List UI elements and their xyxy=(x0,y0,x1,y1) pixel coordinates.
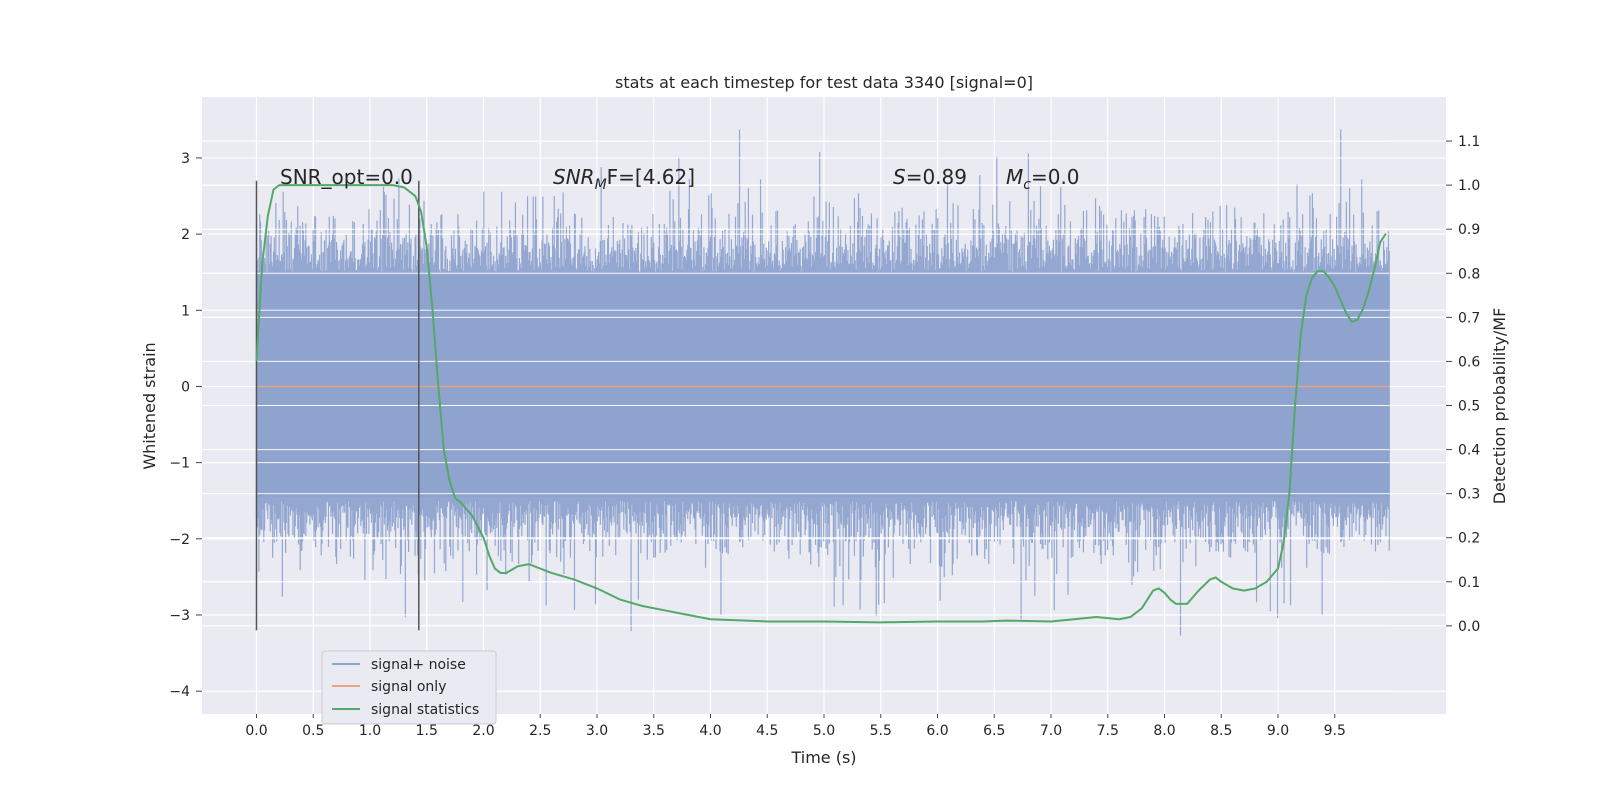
y2-tick-label: 0.1 xyxy=(1458,575,1480,591)
marker-lines xyxy=(255,180,420,631)
legend-label-signal-only: signal only xyxy=(371,679,446,695)
x-tick-label: 1.5 xyxy=(416,723,438,739)
y-tick-labels: 3 2 1 0 −1 −2 −3 −4 xyxy=(169,151,202,700)
legend: signal+ noise signal only signal statist… xyxy=(321,650,497,725)
s-value: =0.89 xyxy=(906,165,967,189)
snr-mf-value: F=[4.62] xyxy=(607,165,695,189)
y-tick-label: 3 xyxy=(181,151,190,167)
s-symbol: S xyxy=(893,165,906,189)
legend-label-signal-statistics: signal statistics xyxy=(371,702,479,718)
x-tick-label: 9.5 xyxy=(1324,723,1346,739)
signal-statistics-series xyxy=(255,184,1387,624)
chart-title: stats at each timestep for test data 334… xyxy=(615,73,1033,92)
y-axis-label: Whitened strain xyxy=(140,342,159,469)
legend-box xyxy=(321,650,497,725)
x-tick-label: 0.5 xyxy=(302,723,324,739)
x-tick-label: 8.0 xyxy=(1153,723,1175,739)
y2-tick-labels: 1.1 1.0 0.9 0.8 0.7 0.6 0.5 0.4 0.3 0.2 0.1 0.0 xyxy=(1446,134,1480,635)
annotation-snr-mf: SNRMF=[4.62] xyxy=(553,165,695,193)
y-tick-label: 2 xyxy=(181,227,190,243)
y2-tick-label: 0.2 xyxy=(1458,531,1480,547)
y2-axis-label: Detection probability/MF xyxy=(1490,308,1509,505)
mc-value: =0.0 xyxy=(1031,165,1080,189)
x-tick-label: 0.0 xyxy=(245,723,267,739)
y2-tick-label: 1.0 xyxy=(1458,178,1480,194)
annotation-mc: Mc=0.0 xyxy=(1006,165,1080,193)
x-tick-label: 6.5 xyxy=(983,723,1005,739)
x-tick-labels: 0.0 0.5 1.0 1.5 2.0 2.5 3.0 3.5 4.0 4.5 5.0 5.5 6.0 6… xyxy=(245,714,1346,739)
y-tick-label: −4 xyxy=(169,684,190,700)
snr-mf-subscript: M xyxy=(595,177,607,193)
annotation-snr-opt: SNR_opt=0.0 xyxy=(280,165,413,189)
y2-tick-label: 0.3 xyxy=(1458,487,1480,503)
x-axis-label: Time (s) xyxy=(790,748,856,767)
x-tick-label: 1.0 xyxy=(359,723,381,739)
mc-symbol: M xyxy=(1006,165,1023,189)
x-tick-label: 3.5 xyxy=(643,723,665,739)
x-tick-label: 7.0 xyxy=(1040,723,1062,739)
y-tick-label: −3 xyxy=(169,608,190,624)
y2-tick-label: 0.7 xyxy=(1458,310,1480,326)
legend-label-signal-noise: signal+ noise xyxy=(371,657,466,673)
y2-tick-label: 0.5 xyxy=(1458,399,1480,415)
y2-tick-label: 0.6 xyxy=(1458,354,1480,370)
snr-mf-symbol: SNR xyxy=(553,165,595,189)
signal-statistics-line xyxy=(255,184,1387,624)
y2-tick-label: 0.8 xyxy=(1458,266,1480,282)
y2-tick-label: 0.4 xyxy=(1458,443,1480,459)
y-tick-label: 1 xyxy=(181,303,190,319)
x-tick-label: 2.5 xyxy=(529,723,551,739)
y2-tick-label: 0.0 xyxy=(1458,619,1480,635)
annotation-s: S=0.89 xyxy=(893,165,967,189)
x-tick-label: 8.5 xyxy=(1210,723,1232,739)
y2-tick-label: 0.9 xyxy=(1458,222,1480,238)
y2-tick-label: 1.1 xyxy=(1458,134,1480,150)
x-tick-label: 4.0 xyxy=(699,723,721,739)
y-tick-label: −1 xyxy=(169,456,190,472)
x-tick-label: 7.5 xyxy=(1097,723,1119,739)
x-tick-label: 3.0 xyxy=(586,723,608,739)
x-tick-label: 6.0 xyxy=(926,723,948,739)
y-tick-label: −2 xyxy=(169,532,190,548)
x-tick-label: 9.0 xyxy=(1267,723,1289,739)
x-tick-label: 5.0 xyxy=(813,723,835,739)
x-tick-label: 4.5 xyxy=(756,723,778,739)
x-tick-label: 2.0 xyxy=(472,723,494,739)
mc-subscript: c xyxy=(1023,177,1031,193)
x-tick-label: 5.5 xyxy=(870,723,892,739)
y-tick-label: 0 xyxy=(181,379,190,395)
